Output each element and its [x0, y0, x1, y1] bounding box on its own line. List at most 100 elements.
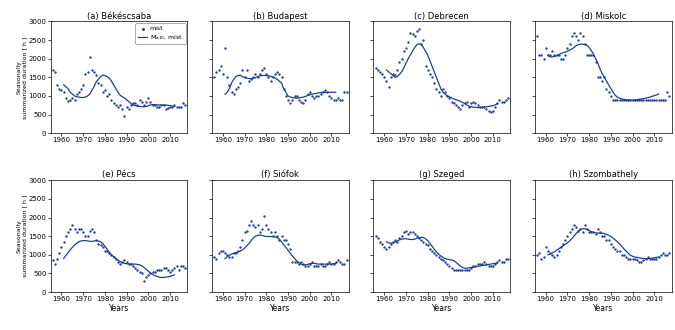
- Point: [459, 267, 470, 272]
- Point: [169, 265, 180, 271]
- Point: [657, 97, 668, 102]
- Point: [468, 263, 479, 269]
- Point: [608, 245, 618, 250]
- Point: [623, 97, 634, 102]
- Point: [455, 267, 466, 272]
- Point: [274, 71, 285, 76]
- Point: [298, 101, 308, 106]
- Point: [69, 226, 80, 231]
- Title: (b) Budapest: (b) Budapest: [253, 12, 308, 21]
- Point: [56, 245, 67, 250]
- Point: [590, 60, 601, 65]
- Point: [647, 97, 657, 102]
- Point: [477, 261, 487, 267]
- Point: [152, 105, 163, 110]
- Point: [311, 263, 322, 269]
- Point: [392, 67, 403, 73]
- Point: [423, 67, 433, 73]
- Title: (f) Siófok: (f) Siófok: [261, 171, 299, 180]
- Point: [54, 250, 65, 255]
- Point: [167, 267, 178, 272]
- Point: [224, 82, 235, 87]
- Point: [82, 234, 93, 239]
- Point: [117, 260, 128, 265]
- Point: [483, 263, 494, 269]
- Point: [489, 105, 500, 110]
- Point: [246, 77, 256, 82]
- Point: [58, 90, 69, 95]
- Point: [442, 93, 453, 99]
- Point: [209, 75, 219, 80]
- Point: [235, 245, 246, 250]
- Point: [494, 97, 505, 102]
- Point: [215, 64, 226, 69]
- Point: [534, 250, 545, 255]
- Point: [409, 34, 420, 39]
- Point: [381, 247, 392, 252]
- Point: [219, 45, 230, 50]
- Point: [173, 267, 184, 272]
- Point: [143, 95, 154, 101]
- Point: [664, 93, 675, 99]
- Point: [503, 95, 514, 101]
- Point: [126, 103, 136, 108]
- Point: [603, 237, 614, 243]
- Point: [132, 103, 143, 108]
- Point: [147, 103, 158, 108]
- Point: [370, 65, 381, 71]
- Point: [88, 69, 99, 74]
- Point: [180, 265, 190, 271]
- Point: [84, 228, 95, 233]
- Point: [431, 86, 442, 91]
- Point: [450, 103, 461, 108]
- Point: [160, 265, 171, 271]
- Point: [80, 71, 90, 76]
- Point: [132, 267, 143, 272]
- Point: [636, 97, 647, 102]
- Point: [595, 230, 605, 235]
- Point: [551, 252, 562, 257]
- Point: [138, 278, 149, 283]
- Point: [124, 106, 134, 112]
- Point: [315, 91, 326, 97]
- Point: [479, 105, 489, 110]
- Point: [65, 97, 76, 102]
- Point: [636, 260, 647, 265]
- Point: [498, 260, 509, 265]
- Point: [377, 71, 387, 76]
- Point: [147, 269, 158, 274]
- Point: [599, 75, 610, 80]
- Point: [651, 256, 661, 261]
- Point: [52, 82, 63, 87]
- Point: [409, 232, 420, 237]
- Point: [500, 97, 511, 102]
- Point: [330, 97, 341, 102]
- Point: [657, 250, 668, 255]
- Point: [278, 86, 289, 91]
- Point: [222, 75, 233, 80]
- Point: [448, 267, 459, 272]
- Point: [58, 239, 69, 245]
- Point: [104, 250, 115, 255]
- Point: [342, 90, 352, 95]
- Point: [582, 226, 593, 231]
- Point: [414, 235, 425, 241]
- Point: [165, 269, 176, 274]
- Point: [97, 90, 108, 95]
- Point: [261, 222, 272, 228]
- Point: [304, 261, 315, 267]
- Point: [265, 230, 276, 235]
- Point: [489, 261, 500, 267]
- Point: [605, 93, 616, 99]
- Point: [95, 82, 106, 87]
- Point: [420, 64, 431, 69]
- Point: [122, 105, 132, 110]
- Point: [217, 71, 228, 76]
- Point: [211, 69, 222, 74]
- Point: [339, 261, 350, 267]
- Point: [167, 105, 178, 110]
- Point: [610, 97, 620, 102]
- Point: [226, 254, 237, 259]
- Point: [464, 267, 475, 272]
- Point: [439, 260, 450, 265]
